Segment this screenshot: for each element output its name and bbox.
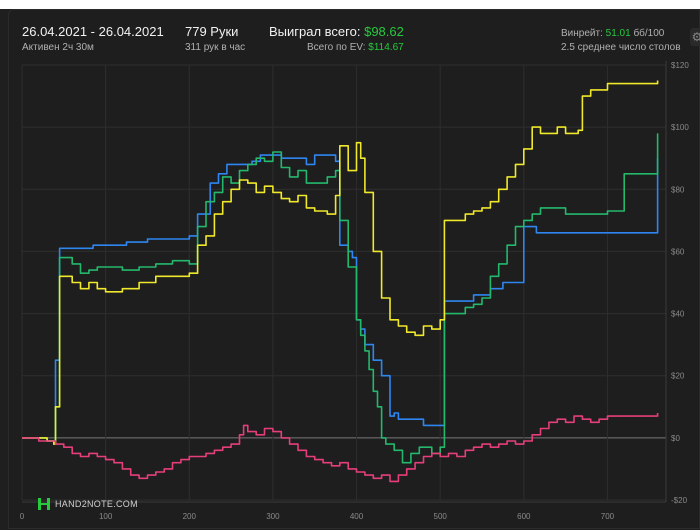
- ev-total: Всего по EV: $114.67: [307, 42, 404, 53]
- settings-gear-icon[interactable]: ⚙: [690, 28, 700, 46]
- hand2note-logo: HAND2NOTE.COM: [37, 497, 138, 511]
- x-tick-label: 100: [99, 512, 113, 521]
- series-line-2: [22, 80, 659, 445]
- date-range: 26.04.2021 - 26.04.2021: [22, 24, 164, 39]
- won-label: Выиграл всего:: [269, 24, 361, 39]
- winrate-value: 51.01: [605, 28, 631, 39]
- won-total: Выиграл всего: $98.62: [269, 24, 404, 39]
- top-strip: [0, 0, 700, 9]
- winrate-unit: бб/100: [633, 28, 665, 39]
- hands-per-hour: 311 рук в час: [185, 42, 246, 53]
- ev-label: Всего по EV:: [307, 42, 366, 53]
- profit-chart: -$20 $0 $20 $40 $60 $80 $100 $120 0 100 200 300 400 5…: [20, 61, 689, 521]
- x-tick-label: 500: [434, 512, 448, 521]
- y-tick-label: $80: [671, 185, 685, 194]
- x-tick-label: 0: [20, 512, 25, 521]
- x-tick-label: 600: [517, 512, 531, 521]
- y-tick-label: $40: [671, 310, 685, 319]
- y-tick-label: $120: [671, 61, 689, 70]
- won-value: $98.62: [364, 24, 404, 39]
- series-line-1: [22, 133, 659, 464]
- y-tick-label: $60: [671, 247, 685, 256]
- y-tick-label: $100: [671, 123, 689, 132]
- hand2note-logo-text: HAND2NOTE.COM: [55, 499, 138, 509]
- x-tick-label: 300: [266, 512, 280, 521]
- avg-tables: 2.5 среднее число столов: [561, 42, 681, 53]
- x-tick-label: 700: [601, 512, 615, 521]
- hand2note-logo-icon: [38, 498, 50, 510]
- y-tick-label: $20: [671, 372, 685, 381]
- y-tick-label: -$20: [671, 496, 688, 505]
- active-time: Активен 2ч 30м: [22, 42, 94, 53]
- ev-value: $114.67: [368, 42, 404, 53]
- y-tick-label: $0: [671, 434, 680, 443]
- x-tick-label: 200: [183, 512, 197, 521]
- series-line-3: [22, 413, 659, 483]
- x-tick-label: 400: [350, 512, 364, 521]
- winrate-label: Винрейт:: [561, 28, 603, 39]
- hands-count: 779 Руки: [185, 24, 239, 39]
- graph-panel: -$20 $0 $20 $40 $60 $80 $100 $120 0 100 200 300 400 5…: [8, 9, 700, 529]
- winrate: Винрейт: 51.01 бб/100: [561, 28, 664, 39]
